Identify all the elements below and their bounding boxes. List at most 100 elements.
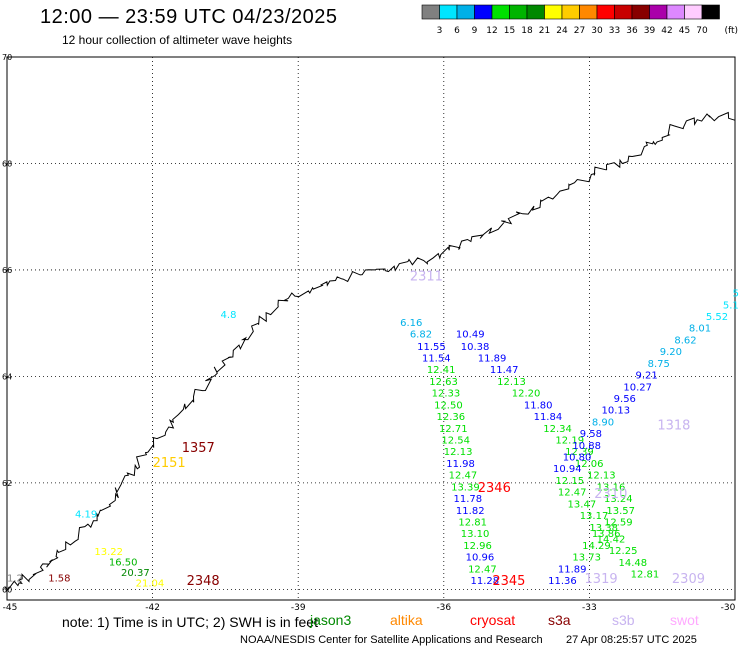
- wave-height-value: 13.39: [451, 482, 480, 493]
- wave-height-value: 11.80: [524, 400, 553, 411]
- wave-height-value: 12.15: [555, 476, 584, 487]
- wave-height-value: 10.49: [456, 330, 485, 341]
- map-frame: [6, 56, 736, 601]
- lon-tick-label: -45: [3, 603, 18, 613]
- wave-height-value: 6.82: [410, 330, 432, 341]
- lon-tick-label: -42: [145, 603, 160, 613]
- satellite-name: s3b: [612, 612, 635, 628]
- legend-tick-label: 18: [521, 26, 533, 36]
- wave-height-value: 13.22: [94, 547, 123, 558]
- wave-height-value: 16.50: [109, 557, 138, 568]
- wave-height-value: 12.06: [575, 459, 604, 470]
- wave-height-value: 1.2: [7, 573, 23, 584]
- satellite-name: swot: [670, 612, 699, 628]
- wave-height-value: 5.52: [706, 312, 728, 323]
- wave-height-value: 14.42: [597, 535, 626, 546]
- lat-tick-label: 66: [2, 266, 12, 275]
- wave-height-value: 13.73: [572, 553, 601, 564]
- wave-height-value: 8.62: [674, 335, 696, 346]
- wave-height-value: 10.27: [623, 382, 652, 393]
- wave-height-value: 10.96: [466, 553, 495, 564]
- wave-height-value: 9.20: [660, 347, 682, 358]
- wave-height-value: 11.47: [490, 365, 519, 376]
- wave-height-value: 11.54: [422, 354, 451, 365]
- lat-tick-label: 62: [2, 479, 12, 488]
- pass-time-label: 2151: [153, 456, 186, 471]
- legend-tick-label: 42: [661, 26, 672, 36]
- wave-height-value: 12.36: [437, 412, 466, 423]
- wave-height-value: 12.63: [429, 377, 458, 388]
- wave-height-value: 1.58: [48, 573, 70, 584]
- wave-height-value: 14.48: [619, 558, 648, 569]
- pass-time-label: 2348: [187, 574, 220, 589]
- pass-time-label: 1318: [657, 419, 690, 434]
- wave-height-value: 12.33: [432, 389, 461, 400]
- satellite-name: cryosat: [470, 612, 516, 628]
- wave-height-value: 11.28: [470, 576, 499, 587]
- wave-height-value: 12.39: [565, 447, 594, 458]
- lat-tick-label: 68: [2, 159, 12, 168]
- lon-tick-label: -30: [721, 603, 736, 613]
- wave-height-value: 13.10: [461, 529, 490, 540]
- lat-tick-label: 64: [2, 372, 12, 381]
- wave-height-value: 13.57: [606, 506, 635, 517]
- wave-height-value: 6.16: [400, 318, 422, 329]
- wave-height-value: 12.81: [458, 517, 487, 528]
- wave-height-value: 12.47: [449, 471, 478, 482]
- wave-height-value: 14.29: [582, 541, 611, 552]
- legend-tick-label: 39: [644, 26, 656, 36]
- wave-height-value: 12.47: [468, 564, 497, 575]
- legend-swatch: [701, 4, 720, 20]
- legend-tick-label: 15: [504, 26, 515, 36]
- wave-height-value: 12.13: [587, 471, 616, 482]
- pass-time-label: 2346: [478, 481, 511, 496]
- legend-tick-label: 3: [437, 26, 443, 36]
- map-subtitle: 12 hour collection of altimeter wave hei…: [62, 33, 293, 47]
- wave-height-value: 13.16: [597, 482, 626, 493]
- legend-tick-label: 21: [539, 26, 550, 36]
- legend-tick-label: 30: [591, 26, 603, 36]
- wave-height-value: 12.25: [609, 546, 638, 557]
- wave-height-value: 13.38: [589, 523, 618, 534]
- legend-tick-label: 36: [626, 26, 638, 36]
- wave-height-value: 12.41: [427, 365, 456, 376]
- wave-height-value: 11.84: [534, 412, 563, 423]
- wave-height-value: 21.04: [136, 579, 165, 590]
- wave-height-value: 12.20: [512, 389, 541, 400]
- wave-height-value: 13.47: [568, 499, 597, 510]
- satellite-name: s3a: [548, 612, 571, 628]
- wave-height-value: 12.81: [631, 570, 660, 581]
- wave-height-value: 5.: [733, 289, 740, 300]
- wave-height-value: 12.13: [497, 377, 526, 388]
- wave-height-value: 20.37: [121, 568, 150, 579]
- pass-time-label: 2311: [410, 270, 443, 285]
- wave-height-value: 8.01: [689, 324, 711, 335]
- wave-height-value: 11.55: [417, 342, 446, 353]
- wave-height-value: 9.58: [580, 429, 602, 440]
- wave-height-value: 11.89: [558, 564, 587, 575]
- lat-tick-label: 70: [2, 53, 12, 62]
- wave-height-value: 4.8: [221, 310, 237, 321]
- wave-height-value: 11.89: [478, 354, 507, 365]
- wave-height-value: 12.19: [555, 435, 584, 446]
- lon-tick-label: -36: [436, 603, 451, 613]
- legend-tick-label: 70: [696, 26, 708, 36]
- legend-tick-label: 9: [472, 26, 478, 36]
- wave-height-value: 13.24: [604, 494, 633, 505]
- wave-height-value: 12.13: [444, 447, 473, 458]
- wave-height-value: 12.47: [558, 488, 587, 499]
- satellite-name: altika: [390, 612, 423, 628]
- wave-height-value: 13.86: [592, 529, 621, 540]
- pass-time-label: 1357: [182, 441, 215, 456]
- wave-height-value: 12.96: [463, 541, 492, 552]
- legend-unit: (ft): [724, 26, 738, 36]
- wave-height-value: 13.17: [580, 511, 609, 522]
- wave-height-value: 12.71: [439, 424, 468, 435]
- wave-height-value: 10.13: [602, 406, 631, 417]
- pass-time-label: 1319: [585, 572, 618, 587]
- wave-height-value: 9.21: [636, 371, 658, 382]
- wave-height-value: 12.34: [543, 424, 572, 435]
- generated-timestamp: 27 Apr 08:25:57 UTC 2025: [566, 634, 697, 646]
- wave-height-value: 9.56: [614, 394, 636, 405]
